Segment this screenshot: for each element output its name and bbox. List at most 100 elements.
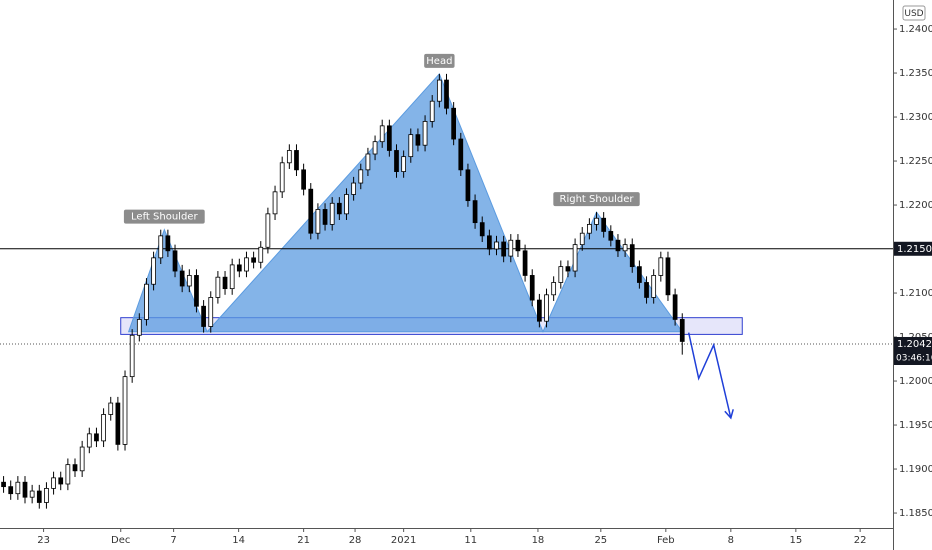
candle-body [158,235,164,259]
candle-body [315,209,321,234]
hline-tag [894,241,932,256]
pattern-triangle [206,72,544,333]
candle-body [58,477,64,485]
pattern-label: Left Shoulder [131,212,198,223]
pattern-label-box [553,192,640,207]
candle-body [515,239,521,252]
candle-body [36,490,42,503]
candle-body [44,487,49,503]
candle-body [51,477,56,489]
candle-body [358,169,364,184]
x-tick-label: 23 [37,535,50,546]
candle-body [465,169,471,202]
x-tick-label: 22 [854,535,867,546]
candle-body [494,241,499,250]
candle-body [144,283,149,320]
candle-body [372,141,378,155]
candle-body [522,250,528,276]
candle-body [136,319,142,336]
candle-body [672,294,678,320]
y-tick-label: 1.18500 [899,508,932,519]
candle-body [165,235,171,252]
candle-body [344,194,349,215]
candle-body [479,222,485,237]
x-tick-label: 25 [594,535,607,546]
candle-body [186,275,192,287]
candle-body [529,275,535,301]
candle-body [251,257,256,263]
x-tick-label: Feb [657,535,675,546]
candle-body [601,217,607,232]
candle-body [629,244,635,268]
candle-body [615,239,621,252]
candle-body [22,481,28,498]
x-tick-label: 15 [789,535,802,546]
candle-body [508,239,514,257]
candle-body [308,188,314,234]
candle-body [1,481,6,488]
candle-body [244,257,249,272]
y-tick-label: 1.23500 [899,68,932,79]
candle-body [236,264,242,272]
candle-body [572,244,578,272]
candle-body [29,490,35,498]
candle-body [301,169,306,190]
candle-body [215,276,221,298]
candle-body [558,266,564,283]
candle-body [386,125,392,151]
candle-body [544,294,549,322]
candle-body [8,486,14,495]
candle-body [365,153,371,171]
candle-body [429,100,435,122]
candle-body [258,246,264,263]
projection-arrow [687,332,732,419]
candle-body [401,156,407,172]
candle-body [129,334,135,378]
x-tick-label: Dec [111,535,130,546]
candle-body [86,433,92,448]
candle-body [79,446,85,472]
candle-body [272,191,278,215]
candle-body [679,319,685,342]
x-tick-label: 11 [464,535,477,546]
candle-body [329,202,335,225]
candle-body [408,134,414,158]
candle-body [229,264,235,290]
candle-body [72,464,78,472]
candle-body [322,209,328,225]
y-tick-label: 1.19000 [899,464,932,475]
pattern-label: Right Shoulder [560,194,635,205]
candle-body [222,276,228,290]
candle-body [587,223,592,234]
candle-body [351,182,356,195]
candle-body [415,134,421,146]
x-tick-label: 28 [349,535,362,546]
candle-body [537,299,542,322]
candle-body [637,266,642,283]
x-tick-label: 14 [232,535,245,546]
candle-body [472,200,478,224]
candle-body [108,402,114,415]
candle-body [122,376,128,445]
candle-body [608,231,614,241]
candle-body [194,275,199,307]
candle-body [501,241,507,257]
countdown-label: 03:46:16 [896,353,932,363]
x-tick-label: 2021 [391,535,416,546]
y-tick-label: 1.22500 [899,156,932,167]
candle-body [172,250,178,272]
candle-body [394,150,399,172]
candle-body [644,282,649,298]
y-tick-label: 1.21000 [899,288,932,299]
candle-body [594,217,599,225]
candle-body [294,150,299,171]
candle-body [422,121,428,146]
x-tick-label: 21 [297,535,310,546]
last-price-label: 1.20421 [897,339,932,350]
candle-body [265,213,271,248]
currency-box [902,5,926,21]
pattern-label-box [424,53,455,68]
candle-body [458,138,464,171]
